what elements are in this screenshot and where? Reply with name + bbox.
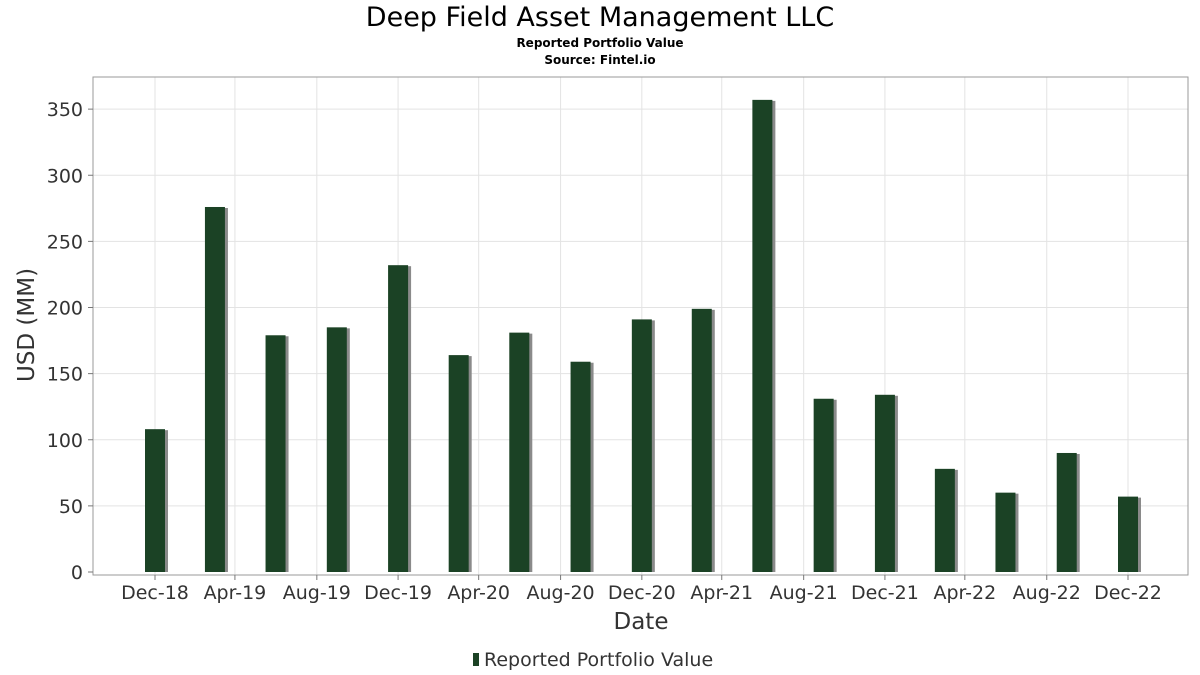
legend: Reported Portfolio Value — [473, 649, 713, 671]
bar — [204, 206, 225, 573]
y-tick-label: 0 — [71, 562, 83, 584]
x-tick-label: Apr-22 — [933, 582, 996, 604]
x-tick-label: Aug-22 — [1013, 582, 1081, 604]
x-tick-label: Apr-21 — [690, 582, 753, 604]
y-tick-label: 300 — [47, 165, 83, 187]
x-tick-label: Aug-20 — [527, 582, 595, 604]
chart-source: Source: Fintel.io — [544, 53, 656, 67]
legend-label: Reported Portfolio Value — [484, 649, 713, 671]
plot-area — [92, 76, 1189, 576]
bar — [874, 394, 895, 572]
chart-title: Deep Field Asset Management LLC — [365, 2, 835, 33]
bar — [265, 335, 286, 572]
bar — [509, 332, 530, 572]
y-tick-label: 200 — [47, 298, 83, 320]
bar — [1056, 452, 1077, 572]
x-axis-ticks: Dec-18 Apr-19 Aug-19 Dec-19 Apr-20 Aug-20 Dec-… — [121, 575, 1162, 604]
bar — [752, 99, 773, 573]
x-tick-label: Aug-21 — [770, 582, 838, 604]
x-axis-label: Date — [614, 609, 669, 635]
legend-swatch — [473, 653, 479, 666]
x-tick-label: Apr-19 — [204, 582, 267, 604]
x-tick-label: Dec-19 — [364, 582, 432, 604]
bar — [995, 492, 1016, 572]
grid-lines — [93, 77, 1188, 575]
bar — [145, 429, 165, 572]
x-tick-label: Dec-22 — [1094, 582, 1162, 604]
x-tick-label: Dec-18 — [121, 582, 189, 604]
y-tick-label: 350 — [47, 99, 83, 121]
chart-subtitle: Reported Portfolio Value — [516, 36, 684, 50]
bar — [631, 319, 652, 572]
bar — [448, 355, 469, 572]
bar — [813, 398, 834, 572]
x-tick-label: Dec-20 — [608, 582, 676, 604]
y-tick-label: 100 — [47, 430, 83, 452]
y-axis-ticks: 0 50 100 150 200 250 300 350 — [47, 99, 93, 584]
x-tick-label: Apr-20 — [447, 582, 510, 604]
y-axis-label: USD (MM) — [14, 268, 40, 382]
y-tick-label: 250 — [47, 231, 83, 253]
bar — [934, 468, 955, 572]
bar — [388, 265, 409, 572]
y-tick-label: 50 — [59, 496, 83, 518]
y-tick-label: 150 — [47, 364, 83, 386]
bar — [1118, 496, 1138, 572]
bars — [145, 99, 1141, 573]
bar — [570, 361, 591, 572]
x-tick-label: Dec-21 — [851, 582, 919, 604]
bar — [691, 308, 712, 572]
x-tick-label: Aug-19 — [283, 582, 351, 604]
bar — [326, 327, 347, 572]
